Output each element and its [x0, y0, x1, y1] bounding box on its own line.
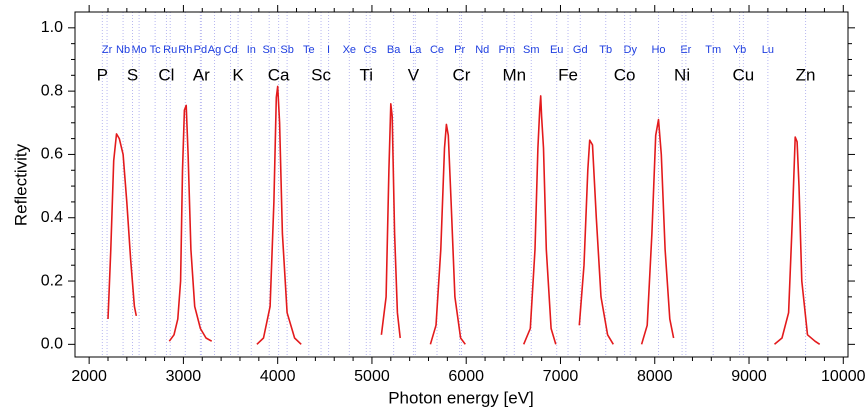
x-tick-label: 7000	[543, 368, 579, 385]
x-axis-title: Photon energy [eV]	[388, 388, 534, 407]
edge-label: Ce	[430, 44, 444, 56]
edge-label: Ag	[208, 44, 221, 56]
y-tick-label: 0.4	[41, 209, 63, 226]
edge-label: Sn	[262, 44, 275, 56]
edge-label: Ho	[651, 44, 665, 56]
edge-label: Nd	[475, 44, 489, 56]
x-tick-label: 8000	[637, 368, 673, 385]
edge-label: Lu	[762, 44, 774, 56]
edge-label: Ti	[360, 65, 374, 84]
edge-label: V	[408, 65, 420, 84]
edge-label: Fe	[558, 65, 578, 84]
x-tick-label: 5000	[354, 368, 390, 385]
edge-label: Cr	[453, 65, 471, 84]
edge-label: Gd	[573, 44, 588, 56]
edge-label: Tc	[150, 44, 162, 56]
edge-label: Dy	[624, 44, 638, 56]
edge-label: Pm	[498, 44, 515, 56]
edge-label: Zn	[796, 65, 816, 84]
edge-label: Rh	[178, 44, 192, 56]
edge-label: Te	[303, 44, 315, 56]
edge-label: Sc	[311, 65, 331, 84]
edge-label: Ba	[387, 44, 401, 56]
edge-label: Sm	[523, 44, 540, 56]
reflectivity-line	[107, 85, 821, 345]
x-tick-label: 10000	[821, 368, 866, 385]
edge-label: Pr	[454, 44, 465, 56]
plot-layer	[107, 85, 821, 345]
y-tick-label: 0.2	[41, 272, 63, 289]
edge-label: In	[247, 44, 256, 56]
edge-label: S	[127, 65, 138, 84]
edge-label: Cu	[732, 65, 754, 84]
edge-layer: Zr Nb Mo Tc Ru Rh Pd Ag Cd In Sn Sb Te I Xe Cs Ba La Ce Pr N…	[97, 12, 816, 357]
edge-label: Cd	[224, 44, 238, 56]
edge-label: Ar	[193, 65, 210, 84]
edge-label: Pd	[194, 44, 207, 56]
y-axis-title: Reflectivity	[11, 143, 30, 226]
edge-label: Eu	[550, 44, 563, 56]
plot-frame	[74, 11, 849, 358]
edge-label: La	[409, 44, 422, 56]
edge-label: Ni	[674, 65, 690, 84]
y-tick-label: 0.8	[41, 82, 63, 99]
edge-label: Er	[680, 44, 691, 56]
edge-label: Mn	[502, 65, 526, 84]
x-tick-label: 6000	[448, 368, 484, 385]
y-tick-label: 0.0	[41, 336, 63, 353]
edge-label: Ca	[268, 65, 290, 84]
edge-label: Cs	[363, 44, 377, 56]
y-tick-label: 1.0	[41, 19, 63, 36]
edge-label: Yb	[733, 44, 746, 56]
edge-label: Nb	[116, 44, 130, 56]
x-tick-label: 2000	[71, 368, 107, 385]
edge-label: Xe	[343, 44, 356, 56]
x-tick-label: 4000	[260, 368, 296, 385]
edge-label: Zr	[102, 44, 113, 56]
edge-label: Co	[614, 65, 636, 84]
edge-label: Ru	[163, 44, 177, 56]
x-tick-label: 3000	[166, 368, 202, 385]
edge-label: Tm	[705, 44, 721, 56]
edge-label: Mo	[131, 44, 146, 56]
y-tick-label: 0.6	[41, 146, 63, 163]
edge-label: I	[327, 44, 330, 56]
edge-label: Sb	[280, 44, 293, 56]
x-tick-label: 9000	[731, 368, 767, 385]
edge-label: K	[232, 65, 244, 84]
edge-label: P	[97, 65, 108, 84]
edge-label: Cl	[158, 65, 174, 84]
edge-label: Tb	[599, 44, 612, 56]
